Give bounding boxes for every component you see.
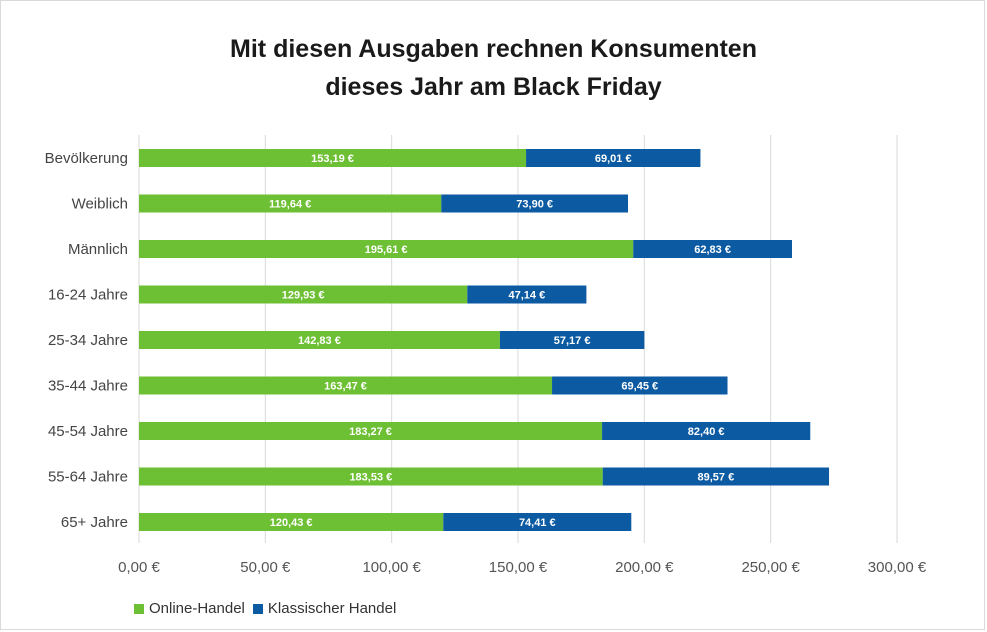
bar-online — [139, 149, 527, 167]
chart-title-line-1: Mit diesen Ausgaben rechnen Konsumenten — [230, 35, 757, 63]
bar-online — [139, 331, 500, 349]
category-label: 35-44 Jahre — [48, 378, 128, 395]
bar-online — [139, 513, 444, 531]
legend-item-online: Online-Handel — [134, 600, 245, 617]
category-label: 45-54 Jahre — [48, 423, 128, 440]
data-label: 69,45 € — [621, 381, 658, 393]
category-label: Weiblich — [72, 196, 128, 213]
bar-klassisch — [526, 149, 701, 167]
legend-swatch-klassisch — [252, 603, 263, 614]
bar-online — [139, 285, 468, 304]
legend-label-online: Online-Handel — [149, 600, 245, 617]
x-tick-label: 50,00 € — [240, 559, 291, 576]
data-label: 183,53 € — [349, 472, 392, 484]
legend-item-klassisch: Klassischer Handel — [252, 600, 397, 617]
category-label: Bevölkerung — [45, 150, 128, 167]
data-label: 183,27 € — [349, 426, 392, 438]
bar-online — [139, 240, 634, 258]
legend-swatch-online — [134, 603, 144, 614]
data-label: 89,57 € — [698, 472, 735, 484]
category-label: 16-24 Jahre — [48, 287, 128, 304]
data-label: 73,90 € — [516, 199, 553, 211]
bar-online — [139, 194, 442, 213]
bar-online — [139, 422, 603, 440]
legend: Online-Handel Klassischer Handel — [134, 600, 404, 617]
x-tick-label: 250,00 € — [741, 559, 800, 576]
category-label: 55-64 Jahre — [48, 469, 128, 486]
category-label: 65+ Jahre — [61, 514, 128, 531]
bar-klassisch — [602, 422, 811, 440]
bar-klassisch — [499, 331, 645, 349]
x-tick-label: 0,00 € — [118, 559, 160, 576]
legend-label-klassisch: Klassischer Handel — [267, 600, 397, 617]
bar-klassisch — [467, 285, 587, 304]
data-label: 69,01 € — [595, 153, 632, 165]
bar-klassisch — [552, 376, 728, 395]
bar-klassisch — [441, 194, 629, 213]
data-label: 153,19 € — [311, 153, 354, 165]
bar-klassisch — [602, 467, 830, 486]
data-label: 74,41 € — [519, 517, 556, 529]
x-tick-label: 150,00 € — [489, 559, 548, 576]
data-label: 129,93 € — [282, 290, 325, 302]
data-label: 120,43 € — [270, 517, 313, 529]
data-label: 57,17 € — [554, 335, 591, 347]
chart-title-line-2: dieses Jahr am Black Friday — [325, 73, 662, 101]
data-label: 195,61 € — [365, 244, 408, 256]
x-tick-label: 300,00 € — [868, 559, 927, 576]
bar-klassisch — [443, 513, 632, 531]
data-label: 163,47 € — [324, 381, 367, 393]
data-label: 47,14 € — [508, 290, 545, 302]
x-tick-label: 100,00 € — [362, 559, 421, 576]
data-label: 119,64 € — [269, 199, 311, 211]
x-tick-label: 200,00 € — [615, 559, 674, 576]
bar-klassisch — [633, 240, 792, 258]
category-label: Männlich — [68, 241, 128, 258]
bar-online — [139, 467, 603, 486]
data-label: 142,83 € — [298, 335, 341, 347]
category-label: 25-34 Jahre — [48, 332, 128, 349]
data-label: 62,83 € — [694, 244, 731, 256]
bar-online — [139, 376, 553, 395]
data-label: 82,40 € — [688, 426, 725, 438]
